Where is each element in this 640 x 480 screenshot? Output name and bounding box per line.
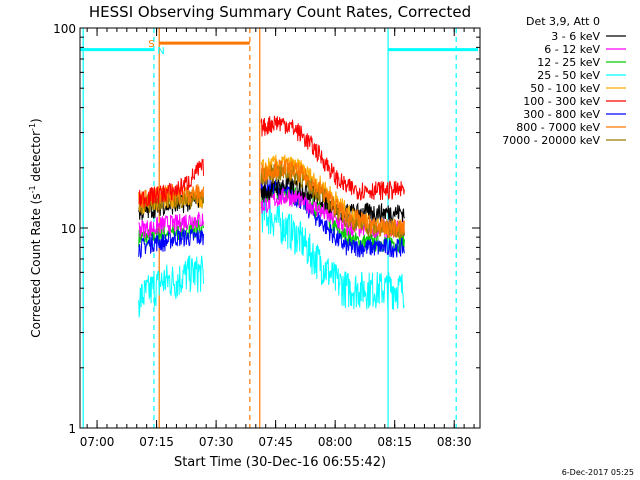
legend-header: Det 3,9, Att 0: [526, 15, 600, 28]
x-tick-label: 08:00: [318, 435, 353, 449]
y-tick-label: 1: [68, 422, 76, 436]
legend-entry-label: 12 - 25 keV: [537, 56, 600, 69]
y-axis-label-sup1: -1: [28, 185, 37, 193]
series-trace: [138, 228, 204, 260]
series-trace: [138, 158, 204, 208]
series-layer: [138, 115, 405, 318]
y-axis-label: Corrected Count Rate (s-1 detector-1): [28, 118, 43, 337]
y-tick-label: 10: [61, 222, 76, 236]
x-axis-label: Start Time (30-Dec-16 06:55:42): [174, 455, 386, 470]
legend-entry-label: 800 - 7000 keV: [516, 121, 600, 134]
saa-flag-label: S: [148, 39, 154, 50]
chart-title: HESSI Observing Summary Count Rates, Cor…: [89, 3, 471, 21]
legend-entry-label: 300 - 800 keV: [523, 108, 600, 121]
series-trace: [260, 178, 405, 258]
series-trace: [260, 175, 405, 223]
x-tick-label: 07:15: [139, 435, 174, 449]
y-axis-label-main: Corrected Count Rate (s: [29, 193, 43, 337]
legend-entry-label: 25 - 50 keV: [537, 69, 600, 82]
series-trace: [260, 158, 405, 238]
x-tick-label: 07:00: [80, 435, 115, 449]
series-100to300keV-kev: [138, 115, 405, 208]
series-trace: [260, 195, 405, 310]
series-300to800keV-kev: [138, 178, 405, 260]
x-tick-label: 08:15: [377, 435, 412, 449]
x-tick-label: 08:30: [437, 435, 472, 449]
y-axis-label-mid: detector: [29, 131, 43, 186]
y-axis-label-sup2: -1: [28, 123, 37, 131]
series-trace: [138, 211, 204, 239]
night-flag-label: N: [157, 46, 164, 57]
legend-entry-label: 100 - 300 keV: [523, 95, 600, 108]
series-trace: [260, 115, 405, 201]
legend-entry-label: 3 - 6 keV: [551, 30, 600, 43]
x-tick-label: 07:45: [258, 435, 293, 449]
y-axis-label-end: ): [29, 118, 43, 123]
y-tick-label: 100: [53, 22, 76, 36]
legend-entry-label: 50 - 100 keV: [530, 82, 600, 95]
series-trace: [138, 255, 204, 318]
legend-entry-label: 7000 - 20000 keV: [502, 134, 600, 147]
x-tick-label: 07:30: [199, 435, 234, 449]
axes-layer: 1 10 100 07:00 07:15 07:30 07:45 08:00 08:15 08:3…: [53, 22, 481, 449]
series-25to50keV-kev: [138, 195, 405, 318]
legend-entry-label: 6 - 12 keV: [544, 43, 600, 56]
generated-timestamp: 6-Dec-2017 05:25: [562, 468, 634, 477]
